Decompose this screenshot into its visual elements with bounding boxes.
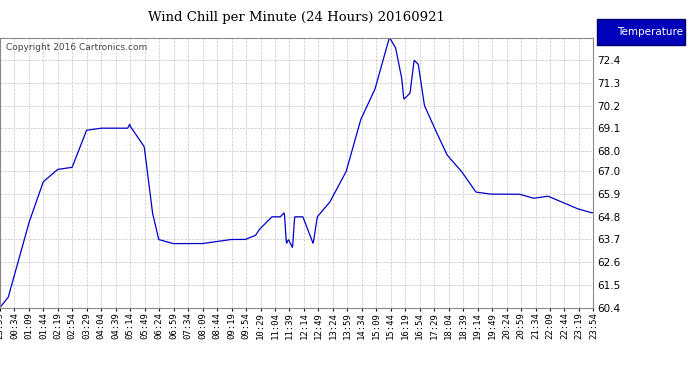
Text: Wind Chill per Minute (24 Hours) 20160921: Wind Chill per Minute (24 Hours) 2016092… [148, 11, 445, 24]
Text: Copyright 2016 Cartronics.com: Copyright 2016 Cartronics.com [6, 43, 147, 52]
Text: Temperature  (°F): Temperature (°F) [618, 27, 690, 37]
